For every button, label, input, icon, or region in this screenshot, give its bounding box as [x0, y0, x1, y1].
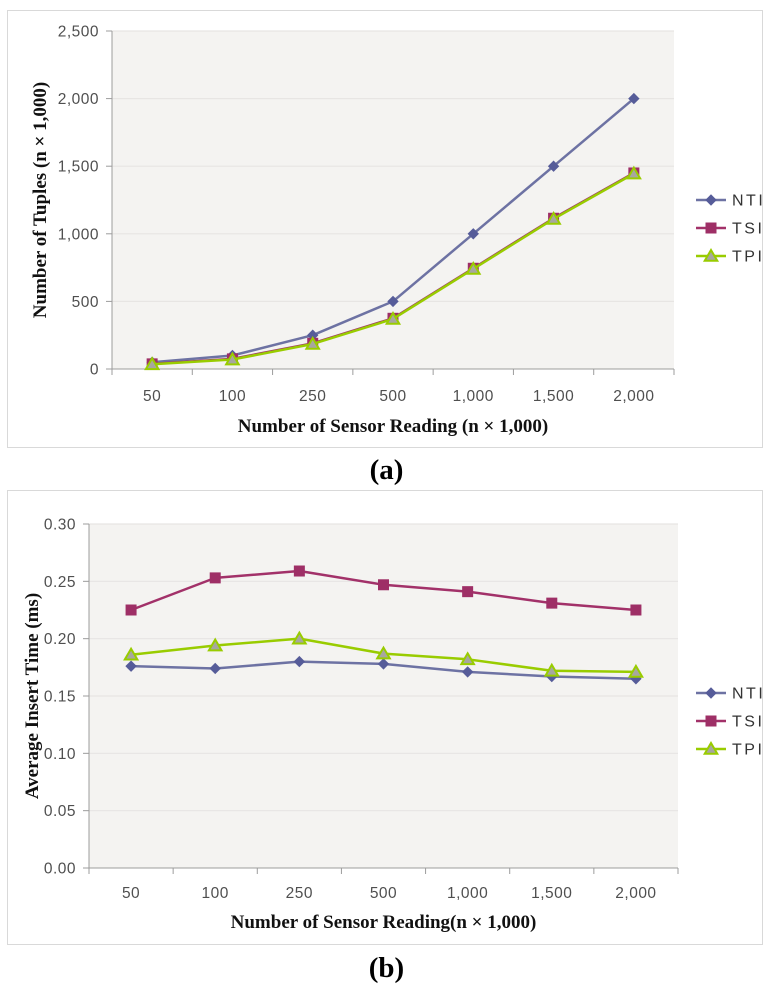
- legend-marker-TPI: [702, 741, 720, 755]
- y-tick-label: 1,500: [58, 159, 99, 176]
- marker-NTI: [387, 295, 399, 308]
- marker-TPI: [375, 645, 392, 660]
- y-tick-label: 0: [90, 362, 99, 379]
- legend-marker-TSI: [705, 222, 717, 234]
- x-tick-label: 500: [379, 388, 406, 405]
- legend-item-NTI: NTI: [696, 686, 762, 703]
- y-axis-title: Average Insert Time (ms): [22, 593, 43, 799]
- x-tick-label: 1,500: [533, 388, 574, 405]
- x-tick-label: 1,000: [453, 388, 494, 405]
- x-axis-title: Number of Sensor Reading(n × 1,000): [231, 912, 537, 933]
- x-tick-label: 50: [143, 388, 161, 405]
- x-tick-label: 250: [299, 388, 326, 405]
- marker-NTI: [467, 228, 479, 240]
- chart-b-insert-time: 0.00 0.05 0.10 0.15 0.20 0.25 0.30 50 100 250 500 1…: [7, 490, 763, 945]
- marker-TPI: [545, 210, 562, 225]
- y-tick-label: 0.25: [44, 574, 76, 591]
- y-tick-label: 2,000: [58, 91, 99, 108]
- x-tick-label: 1,500: [531, 885, 572, 902]
- marker-TPI: [144, 356, 161, 371]
- legend-item-TPI: TPI: [696, 741, 762, 759]
- marker-NTI: [547, 160, 560, 172]
- marker-TPI: [123, 646, 140, 661]
- chart-b-svg: 0.00 0.05 0.10 0.15 0.20 0.25 0.30 50 100 250 500 1…: [22, 517, 762, 934]
- x-tick-label: 1,000: [447, 885, 488, 902]
- legend-label: TSI: [732, 221, 762, 238]
- caption-b: (b): [368, 952, 405, 984]
- legend-item-TSI: TSI: [696, 714, 762, 731]
- y-tick-label: 0.30: [44, 517, 76, 534]
- y-axis-title: Number of Tuples (n × 1,000): [30, 82, 51, 318]
- y-tick-label: 1,000: [58, 226, 99, 243]
- legend-item-NTI: NTI: [696, 193, 762, 210]
- marker-NTI: [628, 92, 640, 105]
- legend-marker-TPI: [702, 248, 720, 262]
- legend-marker-NTI: [705, 194, 717, 206]
- x-tick-label: 2,000: [613, 388, 654, 405]
- x-tick-label: 500: [370, 885, 397, 902]
- y-tick-label: 500: [72, 294, 99, 311]
- legend-item-TSI: TSI: [696, 221, 762, 238]
- legend-item-TPI: TPI: [696, 248, 762, 266]
- y-tick-label: 2,500: [58, 24, 99, 41]
- legend-marker-TSI: [705, 715, 717, 727]
- legend-label: NTI: [732, 686, 762, 703]
- y-tick-label: 0.20: [44, 631, 76, 648]
- chart-a-svg: 0 500 1,000 1,500 2,000 2,500 50 100 250 500 1,000…: [30, 24, 762, 438]
- legend-label: TSI: [732, 714, 762, 731]
- x-tick-label: 100: [202, 885, 229, 902]
- x-tick-label: 100: [219, 388, 246, 405]
- chart-a-tuples: 0 500 1,000 1,500 2,000 2,500 50 100 250 500 1,000…: [7, 10, 763, 448]
- marker-TSI: [378, 579, 389, 591]
- marker-TPI: [384, 310, 402, 325]
- marker-TSI: [209, 572, 221, 584]
- y-tick-label: 0.15: [44, 689, 76, 706]
- marker-TPI: [291, 630, 308, 645]
- legend-label: NTI: [732, 193, 762, 210]
- y-tick-label: 0.05: [44, 803, 76, 820]
- marker-TPI: [207, 637, 224, 652]
- x-tick-label: 50: [122, 885, 140, 902]
- x-tick-label: 2,000: [615, 885, 656, 902]
- legend-marker-NTI: [705, 687, 717, 699]
- legend-label: TPI: [732, 249, 762, 266]
- legend-label: TPI: [732, 742, 762, 759]
- marker-TSI: [462, 586, 474, 598]
- marker-TSI: [630, 604, 642, 616]
- marker-TPI: [465, 260, 482, 275]
- marker-TSI: [293, 565, 305, 577]
- marker-TSI: [546, 597, 558, 609]
- marker-TPI: [224, 351, 241, 366]
- marker-TSI: [125, 604, 137, 616]
- marker-TPI: [304, 336, 321, 350]
- marker-TPI: [627, 663, 644, 678]
- marker-TPI: [543, 662, 560, 677]
- y-tick-label: 0.00: [44, 861, 76, 878]
- caption-a: (a): [369, 454, 404, 486]
- marker-TPI: [459, 651, 476, 666]
- marker-TPI: [625, 165, 642, 180]
- y-tick-label: 0.10: [44, 746, 76, 763]
- x-tick-label: 250: [286, 885, 313, 902]
- x-axis-title: Number of Sensor Reading (n × 1,000): [238, 416, 548, 437]
